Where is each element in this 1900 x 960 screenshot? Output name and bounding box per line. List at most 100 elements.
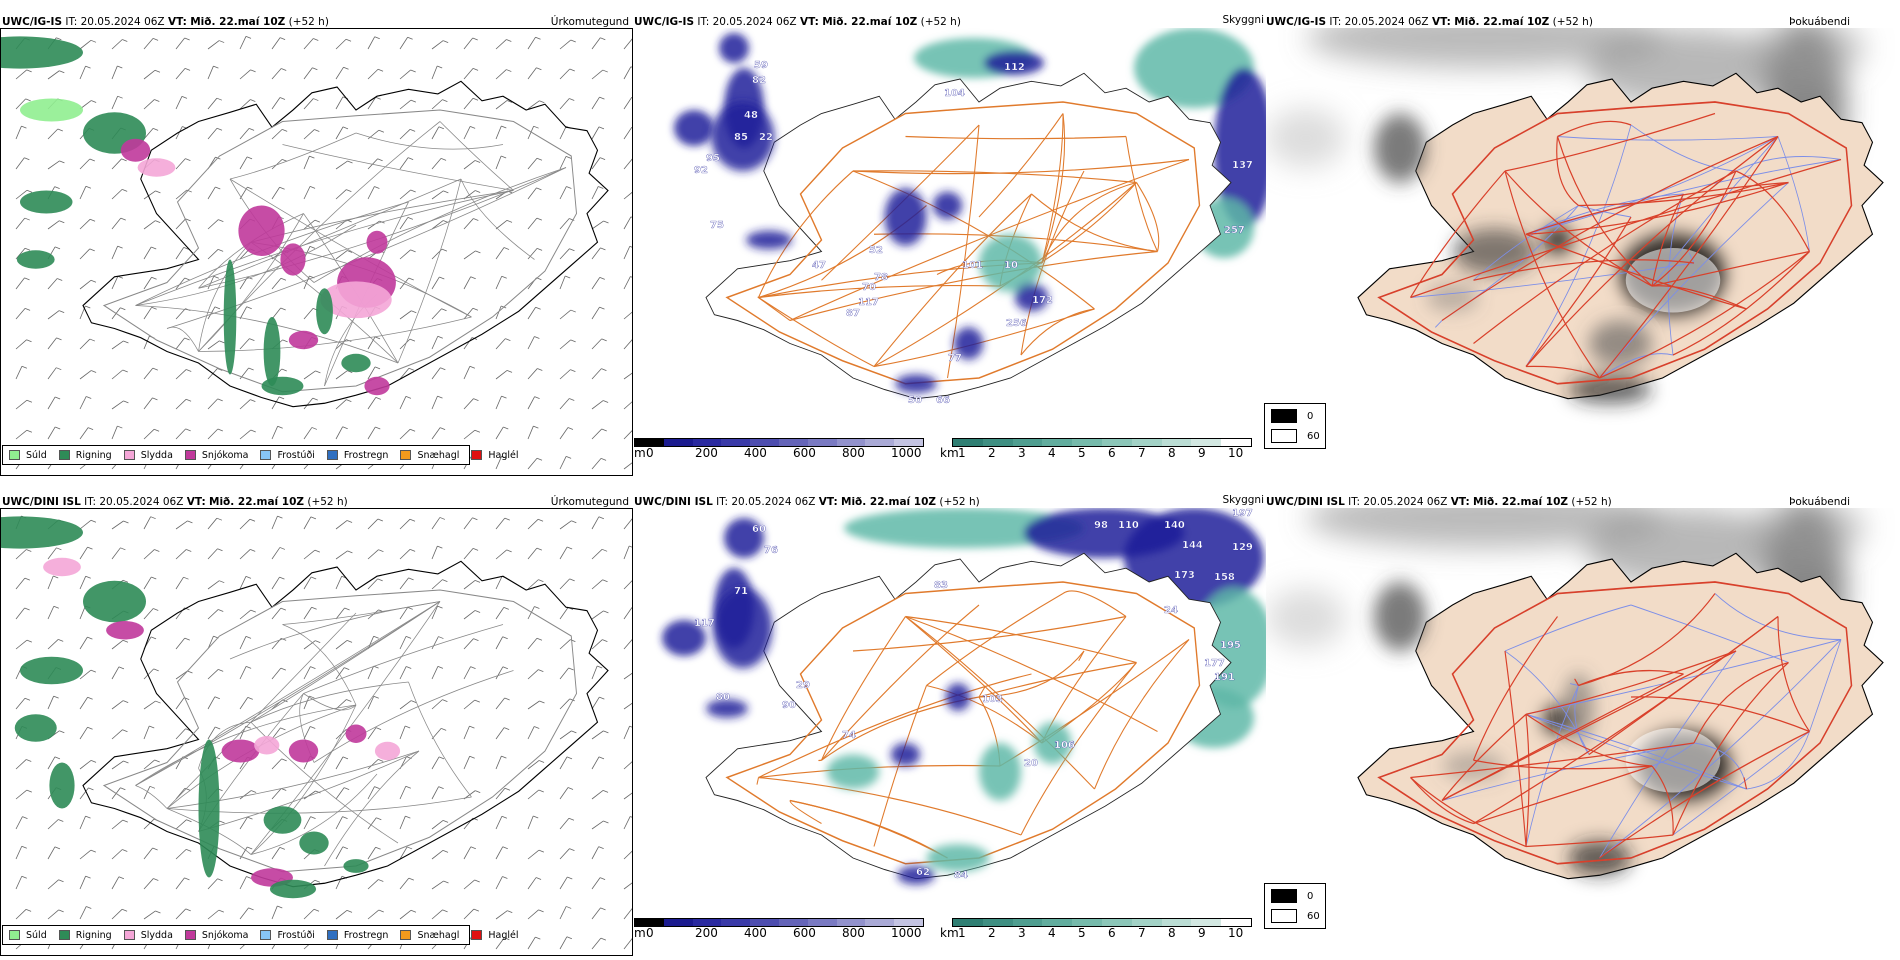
legend-swatch	[400, 450, 411, 460]
glacier	[1626, 728, 1721, 792]
visibility-tick: 10	[1228, 446, 1243, 460]
precip-title: Úrkomutegund	[551, 496, 629, 508]
visibility-tick: 2	[988, 926, 996, 940]
visibility-value: 77	[948, 353, 962, 364]
fog-legend-item: 60	[1271, 429, 1320, 443]
visibility-value: 87	[846, 308, 860, 319]
precip-map[interactable]	[0, 508, 633, 956]
legend-item: Snæhagl	[400, 930, 459, 941]
visibility-value: 98	[1094, 520, 1108, 531]
height-tick: 400	[744, 446, 767, 460]
model-name: UWC/IG-IS	[634, 16, 694, 28]
visibility-value: 50	[908, 395, 922, 406]
legend-item: Snjókoma	[185, 930, 249, 941]
fog-legend-label: 0	[1307, 411, 1313, 422]
visibility-title: Skyggni	[1223, 494, 1265, 506]
visibility-value: 24	[1164, 605, 1178, 616]
legend-swatch	[9, 930, 20, 940]
visibility-value: 82	[752, 75, 766, 86]
height-tick: 200	[695, 446, 718, 460]
visibility-value: 29	[796, 680, 810, 691]
fog-legend-swatch	[1271, 409, 1297, 423]
legend-item: Frostúði	[260, 450, 314, 461]
visibility-value: 144	[1182, 540, 1203, 551]
it-value: 20.05.2024 06Z	[99, 496, 183, 508]
vt-value: Mið. 22.maí 10Z	[209, 496, 304, 508]
it-value: 20.05.2024 06Z	[1345, 16, 1429, 28]
model-name: UWC/IG-IS	[1266, 16, 1326, 28]
height-unit: m	[634, 926, 646, 940]
visibility-value: 48	[744, 110, 758, 121]
legend-item: Súld	[9, 930, 47, 941]
visibility-value: 90	[782, 700, 796, 711]
lead-time: (+52 h)	[939, 496, 979, 508]
visibility-value: 137	[1232, 160, 1253, 171]
it-label: IT:	[84, 496, 96, 508]
fog-legend-item: 60	[1271, 909, 1320, 923]
precip-title: Úrkomutegund	[551, 16, 629, 28]
wind-barbs	[16, 36, 633, 469]
fog-panel: UWC/IG-IS IT: 20.05.2024 06Z VT: Mið. 22…	[1266, 10, 1900, 480]
visibility-value: 158	[1214, 572, 1235, 583]
visibility-value: 85	[734, 132, 748, 143]
it-label: IT:	[65, 16, 77, 28]
visibility-tick: 4	[1048, 446, 1056, 460]
visibility-value: 52	[869, 245, 883, 256]
legend-swatch	[9, 450, 20, 460]
legend-label: Rigning	[76, 930, 112, 941]
visibility-value: 74	[842, 730, 856, 741]
visibility-value: 112	[1004, 62, 1025, 73]
vt-value: Mið. 22.maí 10Z	[822, 16, 917, 28]
visibility-value: 70	[862, 282, 876, 293]
lead-time: (+52 h)	[1553, 16, 1593, 28]
fog-legend-swatch	[1271, 909, 1297, 923]
visibility-value: 173	[1174, 570, 1195, 581]
height-tick: 800	[842, 446, 865, 460]
legend-item: Slydda	[124, 450, 173, 461]
height-tick: 600	[793, 446, 816, 460]
vt-label: VT:	[168, 16, 187, 28]
legend-item: Haglél	[471, 930, 518, 941]
visibility-panel: UWC/IG-IS IT: 20.05.2024 06Z VT: Mið. 22…	[634, 10, 1266, 480]
legend-item: Rigning	[59, 450, 112, 461]
model-name: UWC/DINI ISL	[2, 496, 81, 508]
fog-map[interactable]	[1266, 508, 1900, 913]
visibility-tick: 9	[1198, 926, 1206, 940]
visibility-value: 47	[812, 260, 826, 271]
legend-label: Haglél	[488, 450, 518, 461]
visibility-value: 101	[962, 260, 983, 271]
legend-swatch	[59, 450, 70, 460]
height-tick: 0	[646, 926, 654, 940]
fog-map[interactable]	[1266, 28, 1900, 433]
fog-title: Þokuábendi	[1789, 16, 1850, 28]
fog-legend-item: 0	[1271, 409, 1313, 423]
visibility-value: 22	[759, 132, 773, 143]
visibility-tick: 1	[958, 926, 966, 940]
lead-time: (+52 h)	[307, 496, 347, 508]
precip-type-panel: UWC/DINI ISL IT: 20.05.2024 06Z VT: Mið.…	[0, 490, 634, 960]
visibility-value: 83	[934, 580, 948, 591]
fog-legend-swatch	[1271, 429, 1297, 443]
visibility-value: 172	[1032, 295, 1053, 306]
fog-legend-label: 60	[1307, 431, 1320, 442]
visibility-tick: 7	[1138, 926, 1146, 940]
legend-label: Súld	[26, 930, 47, 941]
visibility-value: 80	[716, 692, 730, 703]
road-network	[104, 590, 577, 872]
it-value: 20.05.2024 06Z	[1363, 496, 1447, 508]
fog-legend-item: 0	[1271, 889, 1313, 903]
legend-item: Slydda	[124, 930, 173, 941]
precip-map[interactable]	[0, 28, 633, 476]
legend-item: Frostregn	[327, 930, 389, 941]
height-tick: 800	[842, 926, 865, 940]
legend-label: Slydda	[141, 450, 173, 461]
legend-swatch	[185, 930, 196, 940]
vt-label: VT:	[1451, 496, 1470, 508]
visibility-value: 104	[944, 88, 965, 99]
visibility-unit: km	[940, 926, 959, 940]
